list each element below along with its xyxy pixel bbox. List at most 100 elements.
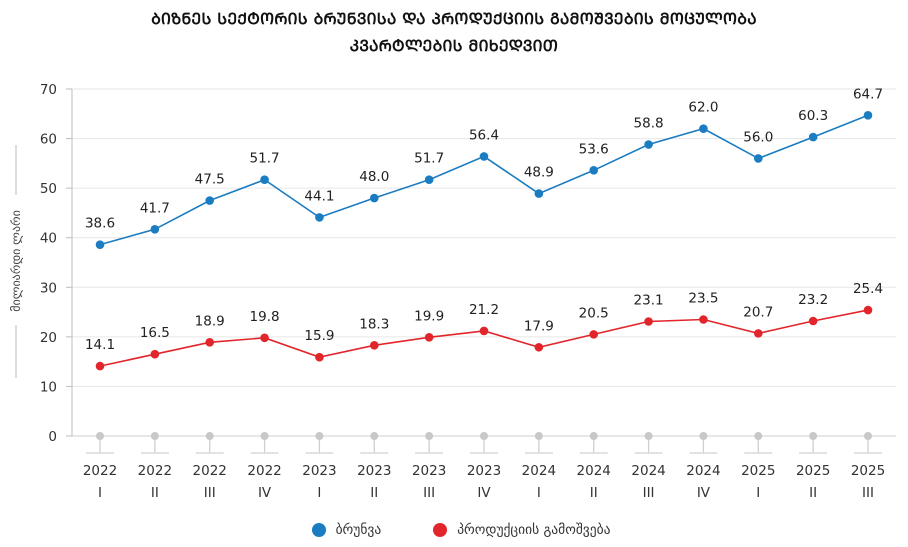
- data-point: [808, 132, 818, 142]
- data-point: [589, 165, 599, 175]
- data-point: [150, 349, 160, 359]
- data-point: [534, 189, 544, 198]
- data-label: 25.4: [853, 281, 883, 297]
- baseline-marker: [864, 432, 872, 440]
- data-point: [644, 140, 653, 149]
- y-axis-label-group: მილიარდი ლარი: [9, 145, 23, 378]
- x-tick-label-year: 2023: [467, 463, 501, 479]
- data-point: [863, 305, 873, 315]
- data-point: [369, 193, 379, 203]
- legend-item-production[interactable]: პროდუქციის გამოშვება: [433, 522, 610, 538]
- data-label: 48.0: [359, 169, 389, 185]
- legend-label-turnover: ბრუნვა: [335, 522, 382, 538]
- x-tick-label-quarter: III: [862, 485, 874, 501]
- data-label: 62.0: [688, 100, 718, 116]
- data-point: [315, 213, 324, 222]
- x-tick-label-year: 2025: [796, 463, 830, 479]
- x-tick-label-quarter: II: [151, 485, 159, 501]
- data-label: 19.8: [250, 309, 280, 325]
- x-tick-label-year: 2024: [577, 463, 611, 479]
- data-label: 23.2: [798, 292, 828, 308]
- baseline-marker: [425, 432, 434, 440]
- legend: ბრუნვა პროდუქციის გამოშვება: [0, 522, 908, 538]
- baseline-marker: [150, 432, 159, 440]
- data-point: [479, 152, 489, 161]
- data-point: [369, 340, 379, 350]
- data-label: 48.9: [524, 165, 554, 181]
- data-point: [95, 361, 105, 371]
- x-tick-label-year: 2025: [851, 463, 885, 479]
- y-tick-label: 50: [40, 181, 57, 197]
- data-label: 53.6: [579, 141, 609, 157]
- data-point: [534, 342, 544, 352]
- data-labels: 38.6 41.7 47.5 51.7 44.1 48.0 51.7 56.4 48.9 53.6…: [85, 86, 883, 353]
- data-point: [479, 326, 489, 336]
- x-tick-label-quarter: IV: [477, 485, 491, 501]
- data-point: [808, 316, 818, 326]
- y-tick-label: 10: [40, 379, 57, 395]
- x-tick-label-quarter: I: [756, 485, 760, 501]
- x-tick-label-year: 2022: [138, 463, 172, 479]
- data-label: 18.9: [195, 313, 225, 329]
- x-tick-label-quarter: II: [590, 485, 598, 501]
- data-point: [260, 175, 269, 185]
- data-label: 56.4: [469, 127, 499, 143]
- x-tick-label-year: 2022: [193, 463, 227, 479]
- data-label: 17.9: [524, 318, 554, 334]
- x-tick-label-year: 2024: [686, 463, 720, 479]
- y-tick-label: 40: [40, 231, 57, 247]
- data-point: [699, 315, 708, 324]
- data-point: [150, 224, 160, 234]
- data-label: 20.7: [743, 304, 773, 320]
- legend-label-production: პროდუქციის გამოშვება: [457, 522, 611, 538]
- x-tick-label-quarter: III: [204, 485, 216, 501]
- data-label: 56.0: [743, 129, 773, 145]
- data-point: [424, 333, 434, 342]
- x-tick-label-year: 2022: [247, 463, 281, 479]
- x-tick-label-quarter: I: [98, 485, 102, 501]
- data-point: [753, 329, 763, 338]
- y-tick-label: 30: [40, 280, 57, 296]
- data-point: [424, 175, 434, 185]
- baseline-marker: [754, 432, 763, 440]
- x-tick-label-quarter: III: [643, 485, 655, 501]
- baseline-marker: [480, 432, 488, 440]
- baseline-marker: [96, 432, 104, 440]
- baseline-marker: [370, 432, 379, 440]
- legend-marker-turnover: [311, 523, 326, 537]
- data-label: 41.7: [140, 200, 170, 216]
- chart-title-line1: ᲑᲘᲖᲜᲔᲡ ᲡᲔᲥᲢᲝᲠᲘᲡ ᲑᲠᲣᲜᲕᲘᲡᲐ ᲓᲐ ᲞᲠᲝᲓᲣᲥᲪᲘᲘᲡ Გ…: [151, 10, 757, 28]
- baseline-marker: [315, 432, 324, 440]
- x-tick-label-year: 2024: [631, 463, 665, 479]
- x-tick-label-quarter: II: [370, 485, 378, 501]
- data-label: 14.1: [85, 337, 115, 353]
- series-layer: [95, 110, 873, 371]
- x-tick-label-quarter: III: [423, 485, 435, 501]
- data-point: [205, 196, 215, 205]
- y-tick-label: 20: [40, 330, 57, 346]
- legend-item-turnover[interactable]: ბრუნვა: [311, 522, 382, 538]
- y-axis: 0 10 20 30 40 50 60 70: [40, 82, 73, 445]
- data-point: [753, 154, 763, 163]
- x-tick-label-year: 2023: [412, 463, 446, 479]
- x-axis: 2022I2022II2022III2022IV2023I2023II2023I…: [83, 432, 885, 501]
- data-point: [863, 110, 873, 120]
- data-point: [699, 124, 708, 133]
- data-label: 58.8: [634, 116, 664, 132]
- data-label: 47.5: [195, 172, 225, 188]
- baseline-marker: [699, 432, 708, 440]
- baseline-marker: [205, 432, 214, 440]
- y-tick-label: 60: [40, 132, 57, 148]
- legend-marker-production: [433, 523, 448, 537]
- baseline-marker: [644, 432, 653, 440]
- data-point: [95, 240, 105, 249]
- data-label: 18.3: [359, 316, 389, 332]
- data-label: 23.1: [634, 292, 664, 308]
- data-point: [589, 330, 599, 339]
- data-label: 38.6: [85, 216, 115, 232]
- data-label: 51.7: [250, 151, 280, 167]
- y-tick-label: 70: [40, 82, 57, 98]
- x-tick-label-quarter: I: [317, 485, 321, 501]
- data-label: 44.1: [304, 188, 334, 204]
- data-label: 16.5: [140, 325, 170, 341]
